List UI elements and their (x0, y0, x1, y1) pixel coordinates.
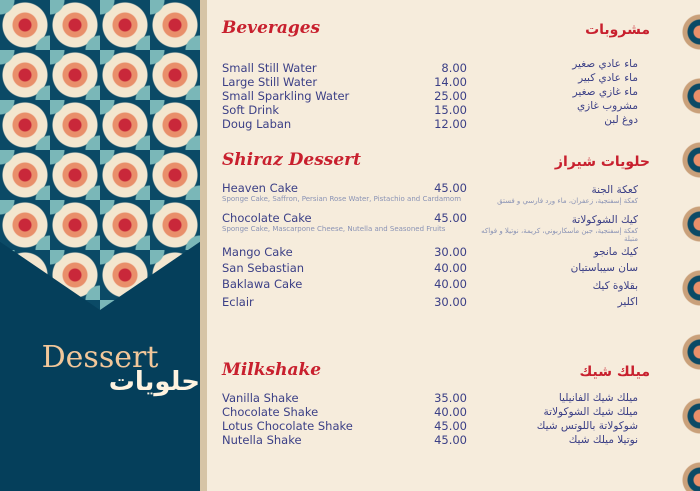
item-price: 30.00 (434, 245, 467, 259)
menu-item: Eclair 30.00 (222, 296, 467, 309)
item-price: 40.00 (434, 405, 467, 419)
item-price: 8.00 (441, 61, 467, 75)
menu-item-ar: ماء عادي كبير (578, 72, 638, 85)
menu-item: Nutella Shake 45.00 (222, 434, 467, 447)
item-price: 25.00 (434, 89, 467, 103)
menu-item-ar: ماء عادي صغير (572, 58, 638, 71)
item-name-ar: دوغ لبن (604, 114, 638, 126)
item-name-ar: اكلير (617, 296, 638, 308)
menu-item: Doug Laban 12.00 (222, 118, 467, 131)
item-name: Nutella Shake (222, 433, 302, 447)
item-name-ar: ماء غازي صغير (572, 86, 638, 98)
menu-item-ar: نوتيلا ميلك شيك (569, 434, 638, 447)
item-description: Sponge Cake, Mascarpone Cheese, Nutella … (222, 225, 446, 233)
menu-item-ar: سان سيباستيان (571, 262, 638, 275)
item-name: Eclair (222, 295, 254, 309)
item-price: 40.00 (434, 261, 467, 275)
panel-title-en: Dessert (41, 340, 159, 375)
item-name-ar: كيك الشوكولاتة (571, 214, 638, 226)
item-name-ar: كيك مانجو (593, 246, 638, 258)
item-price: 45.00 (434, 419, 467, 433)
menu-item-ar: شوكولاتة باللوتس شيك (537, 420, 638, 433)
item-name-ar: ماء عادي كبير (578, 72, 638, 84)
item-name: Soft Drink (222, 103, 280, 117)
item-name-ar: ميلك شيك الشوكولاتة (543, 406, 638, 418)
divider (200, 0, 207, 491)
section-title-ar: حلويات شيراز (554, 154, 650, 170)
item-name: Chocolate Shake (222, 405, 319, 419)
item-name-ar: بقلاوة كيك (592, 280, 638, 292)
menu-item: Heaven Cake Sponge Cake, Saffron, Persian… (222, 181, 467, 204)
section-title-ar: ميلك شيك (579, 364, 650, 380)
item-price: 45.00 (434, 211, 467, 225)
item-name: Large Still Water (222, 75, 318, 89)
menu-item: Baklawa Cake 40.00 (222, 278, 467, 291)
menu-item: San Sebastian 40.00 (222, 262, 467, 275)
item-name-ar: سان سيباستيان (570, 262, 638, 274)
menu-item-ar: دوغ لبن (604, 114, 638, 127)
item-price: 30.00 (434, 295, 467, 309)
item-name-ar: ميلك شيك الفانيليا (558, 392, 638, 404)
menu-item: Soft Drink 15.00 (222, 104, 467, 117)
item-price: 15.00 (434, 103, 467, 117)
section-title-en: Shiraz Dessert (222, 150, 361, 170)
section-title-en: Milkshake (222, 360, 322, 380)
menu-item: Mango Cake 30.00 (222, 246, 467, 259)
menu-item-ar: بقلاوة كيك (593, 280, 638, 293)
item-price: 45.00 (434, 181, 467, 195)
panel-title-ar: حلويات (108, 367, 200, 397)
menu-item-ar: ميلك شيك الشوكولاتة (544, 406, 638, 419)
item-description-ar: كعكة إسفنجية، زعفران، ماء ورد فارسي و فس… (497, 197, 638, 205)
menu-item: Small Sparkling Water 25.00 (222, 90, 467, 103)
menu-item: Large Still Water 14.00 (222, 76, 467, 89)
menu-item: Chocolate Shake 40.00 (222, 406, 467, 419)
menu-item: Small Still Water 8.00 (222, 62, 467, 75)
item-name: Chocolate Cake (222, 211, 312, 225)
menu-item-ar: اكلير (618, 296, 638, 309)
item-price: 12.00 (434, 117, 467, 131)
item-name-ar: شوكولاتة باللوتس شيك (536, 420, 638, 432)
menu-item-ar: كعكة الجنة كعكة إسفنجية، زعفران، ماء ورد … (478, 184, 638, 205)
menu-item-ar: ماء غازي صغير (573, 86, 638, 99)
item-description: Sponge Cake, Saffron, Persian Rose Water… (222, 195, 462, 203)
item-description-ar: كعكة إسفنجية، جبن ماسكاربوني، كريمة، نوت… (481, 227, 638, 243)
item-price: 14.00 (434, 75, 467, 89)
item-name: Mango Cake (222, 245, 293, 259)
menu-item-ar: ميلك شيك الفانيليا (559, 392, 638, 405)
item-name: Lotus Chocolate Shake (222, 419, 353, 433)
section-title-ar: مشروبات (585, 22, 650, 38)
item-name-ar: ماء عادي صغير (572, 58, 638, 70)
item-name: Small Still Water (222, 61, 317, 75)
item-name: Small Sparkling Water (222, 89, 350, 103)
item-name-ar: مشروب غازي (576, 100, 638, 112)
menu-item: Vanilla Shake 35.00 (222, 392, 467, 405)
menu-item: Chocolate Cake Sponge Cake, Mascarpone Ch… (222, 211, 467, 234)
menu-item: Lotus Chocolate Shake 45.00 (222, 420, 467, 433)
arabesque-pattern (0, 0, 200, 310)
item-price: 35.00 (434, 391, 467, 405)
item-name-ar: كعكة الجنة (591, 184, 638, 196)
item-name: San Sebastian (222, 261, 305, 275)
section-title-en: Beverages (222, 18, 321, 38)
item-name: Heaven Cake (222, 181, 298, 195)
item-name-ar: نوتيلا ميلك شيك (568, 434, 638, 446)
side-panel: Dessert حلويات (0, 0, 200, 491)
menu-item-ar: مشروب غازي (577, 100, 638, 113)
item-name: Doug Laban (222, 117, 292, 131)
border-ornament (678, 0, 700, 491)
item-price: 45.00 (434, 433, 467, 447)
menu-item-ar: كيك مانجو (594, 246, 638, 259)
item-price: 40.00 (434, 277, 467, 291)
item-name: Baklawa Cake (222, 277, 303, 291)
menu-item-ar: كيك الشوكولاتة كعكة إسفنجية، جبن ماسكاربو… (478, 214, 638, 243)
item-name: Vanilla Shake (222, 391, 299, 405)
